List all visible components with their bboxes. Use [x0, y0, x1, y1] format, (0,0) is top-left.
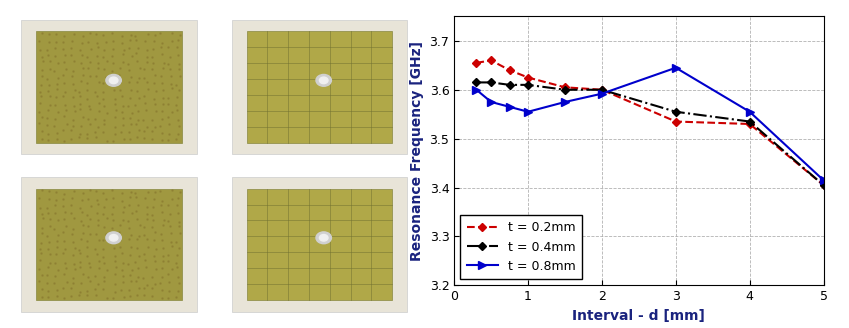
Circle shape: [106, 74, 121, 86]
t = 0.2mm: [745, 122, 755, 126]
FancyBboxPatch shape: [37, 189, 183, 300]
Line: t = 0.8mm: t = 0.8mm: [472, 64, 828, 184]
Circle shape: [319, 235, 328, 241]
FancyBboxPatch shape: [21, 177, 197, 312]
t = 0.2mm: [486, 58, 496, 62]
Circle shape: [316, 232, 331, 244]
t = 0.4mm: [560, 88, 571, 92]
Circle shape: [110, 77, 118, 84]
Circle shape: [316, 74, 331, 86]
t = 0.4mm: [818, 183, 829, 187]
t = 0.2mm: [671, 120, 681, 124]
X-axis label: Interval - d [mm]: Interval - d [mm]: [572, 309, 706, 323]
FancyBboxPatch shape: [246, 189, 392, 300]
t = 0.8mm: [471, 88, 481, 92]
t = 0.8mm: [504, 105, 514, 109]
FancyBboxPatch shape: [232, 177, 408, 312]
Circle shape: [106, 232, 121, 244]
t = 0.4mm: [486, 80, 496, 84]
FancyBboxPatch shape: [37, 31, 183, 143]
t = 0.8mm: [745, 110, 755, 114]
t = 0.8mm: [671, 66, 681, 70]
t = 0.2mm: [523, 75, 533, 79]
FancyBboxPatch shape: [232, 20, 408, 154]
t = 0.2mm: [560, 85, 571, 89]
t = 0.4mm: [671, 110, 681, 114]
t = 0.2mm: [597, 88, 607, 92]
t = 0.2mm: [504, 68, 514, 72]
Circle shape: [110, 235, 118, 241]
t = 0.4mm: [471, 80, 481, 84]
t = 0.8mm: [523, 110, 533, 114]
t = 0.8mm: [818, 178, 829, 182]
t = 0.8mm: [560, 100, 571, 104]
Line: t = 0.2mm: t = 0.2mm: [474, 58, 826, 188]
t = 0.2mm: [818, 183, 829, 187]
t = 0.8mm: [597, 92, 607, 96]
Legend: t = 0.2mm, t = 0.4mm, t = 0.8mm: t = 0.2mm, t = 0.4mm, t = 0.8mm: [460, 215, 582, 279]
t = 0.2mm: [471, 61, 481, 65]
FancyBboxPatch shape: [246, 31, 392, 143]
t = 0.8mm: [486, 100, 496, 104]
t = 0.4mm: [523, 83, 533, 87]
Y-axis label: Resonance Frequency [GHz]: Resonance Frequency [GHz]: [410, 41, 424, 261]
Line: t = 0.4mm: t = 0.4mm: [474, 80, 826, 188]
t = 0.4mm: [504, 83, 514, 87]
t = 0.4mm: [597, 88, 607, 92]
FancyBboxPatch shape: [21, 20, 197, 154]
t = 0.4mm: [745, 120, 755, 124]
Circle shape: [319, 77, 328, 84]
